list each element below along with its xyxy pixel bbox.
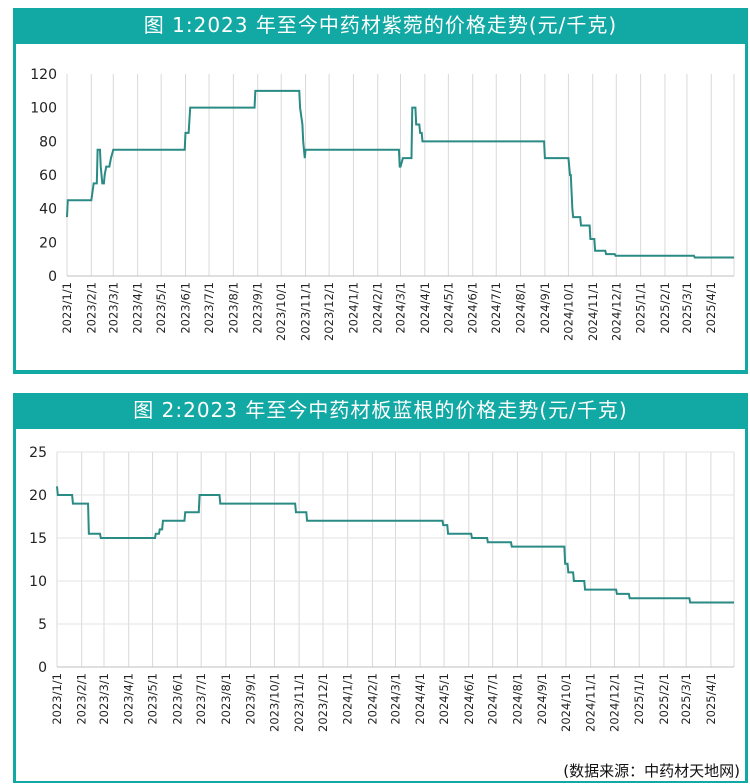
x-tick-label: 2024/9/1 [535,673,549,725]
x-tick-label: 2024/12/1 [609,282,623,341]
x-tick-label: 2025/4/1 [704,673,718,725]
x-tick-label: 2024/10/1 [561,282,575,341]
x-tick-label: 2023/6/1 [170,673,184,725]
x-tick-label: 2024/8/1 [514,282,528,334]
x-tick-label: 2023/1/1 [60,282,74,334]
x-tick-label: 2023/9/1 [251,282,265,334]
x-tick-label: 2023/10/1 [274,282,288,341]
y-tick-label: 5 [38,617,47,633]
chart-2-svg: 2023/1/1 2023/2/1 2023/3/1 2023/4/1 2023/5/1… [29,445,735,732]
x-tick-label: 2023/5/1 [146,673,160,725]
x-tick-label: 2023/7/1 [202,282,216,334]
x-tick-label: 2023/12/1 [322,282,336,341]
chart-2-title: 图 2:2023 年至今中药材板蓝根的价格走势(元/千克) [133,398,628,422]
x-tick-label: 2023/12/1 [316,673,330,732]
x-tick-label: 2025/4/1 [704,282,718,334]
x-tick-label: 2024/9/1 [538,282,552,334]
x-tick-label: 2024/3/1 [394,282,408,334]
x-tick-label: 2024/11/1 [586,282,600,341]
x-tick-label: 2024/8/1 [510,673,524,725]
y-tick-label: 25 [29,445,47,461]
chart-1-svg: 2023/1/1 2023/2/1 2023/3/1 2023/4/1 2023/5/1… [30,67,735,341]
x-tick-label: 2023/2/1 [84,282,98,334]
chart-panel-1: 图 1:2023 年至今中药材紫菀的价格走势(元/千克) 2023/1/1 202… [13,8,748,374]
x-tick-label: 2024/1/1 [346,282,360,334]
y-tick-label: 10 [29,574,47,590]
y-tick-label: 120 [30,67,57,83]
x-tick-label: 2023/4/1 [122,673,136,725]
x-tick-label: 2023/11/1 [299,282,313,341]
x-tick-label: 2025/2/1 [657,673,671,725]
y-tick-label: 15 [29,531,47,547]
x-tick-label: 2025/1/1 [632,673,646,725]
x-tick-label: 2023/1/1 [50,673,64,725]
y-tick-label: 0 [48,269,57,285]
x-tick-label: 2024/2/1 [365,673,379,725]
x-tick-label: 2024/10/1 [559,673,573,732]
chart-1-title: 图 1:2023 年至今中药材紫菀的价格走势(元/千克) [143,13,618,37]
x-tick-label: 2024/1/1 [341,673,355,725]
x-tick-label: 2024/6/1 [466,282,480,334]
x-tick-label: 2024/7/1 [489,282,503,334]
x-tick-label: 2024/11/1 [584,673,598,732]
x-tick-label: 2023/8/1 [219,673,233,725]
x-tick-label: 2024/4/1 [413,673,427,725]
x-tick-label: 2025/3/1 [679,673,693,725]
data-source: (数据来源：中药材天地网) [559,760,744,781]
y-tick-label: 20 [39,235,57,251]
x-tick-label: 2024/5/1 [437,673,451,725]
x-tick-label: 2023/6/1 [178,282,192,334]
y-tick-label: 100 [30,101,57,117]
x-tick-label: 2023/8/1 [226,282,240,334]
x-tick-label: 2024/4/1 [418,282,432,334]
x-tick-label: 2023/11/1 [292,673,306,732]
x-tick-label: 2024/7/1 [486,673,500,725]
y-tick-label: 80 [39,134,57,150]
chart-panel-2: 图 2:2023 年至今中药材板蓝根的价格走势(元/千克) 2023/1/1 20… [13,393,748,783]
x-tick-label: 2023/4/1 [131,282,145,334]
x-tick-label: 2023/9/1 [244,673,258,725]
y-tick-label: 20 [29,488,47,504]
price-line [56,486,734,604]
y-tick-label: 60 [39,168,57,184]
chart-2-area: 2023/1/1 2023/2/1 2023/3/1 2023/4/1 2023/5/1… [16,429,745,781]
x-tick-label: 2023/3/1 [97,673,111,725]
x-tick-label: 2023/10/1 [267,673,281,732]
x-tick-label: 2024/12/1 [608,673,622,732]
y-tick-label: 0 [38,660,47,676]
x-tick-label: 2024/3/1 [389,673,403,725]
x-tick-label: 2025/1/1 [634,282,648,334]
x-tick-label: 2025/2/1 [658,282,672,334]
x-tick-label: 2024/2/1 [371,282,385,334]
x-tick-label: 2024/6/1 [462,673,476,725]
x-tick-label: 2023/7/1 [194,673,208,725]
price-line [66,89,734,259]
y-tick-label: 40 [39,202,57,218]
chart-1-area: 2023/1/1 2023/2/1 2023/3/1 2023/4/1 2023/5/1… [16,44,745,370]
x-tick-label: 2023/2/1 [75,673,89,725]
x-tick-label: 2023/3/1 [106,282,120,334]
x-tick-label: 2025/3/1 [680,282,694,334]
x-tick-label: 2024/5/1 [441,282,455,334]
x-tick-label: 2023/5/1 [154,282,168,334]
